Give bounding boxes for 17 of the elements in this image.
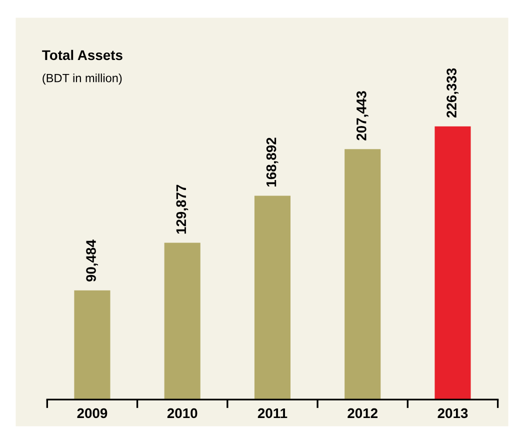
bar bbox=[344, 149, 381, 400]
bar bbox=[254, 196, 291, 400]
x-tick-label: 2009 bbox=[77, 408, 108, 418]
data-label: 168,892 bbox=[266, 138, 278, 187]
x-tick-label: 2010 bbox=[167, 408, 198, 418]
data-label: 226,333 bbox=[446, 68, 458, 118]
chart-subtitle: (BDT in million) bbox=[42, 74, 122, 85]
bar bbox=[434, 126, 471, 400]
data-label: 90,484 bbox=[86, 240, 98, 282]
bar bbox=[164, 242, 200, 400]
x-tick-label: 2012 bbox=[348, 408, 378, 418]
x-tick-label: 2013 bbox=[438, 408, 468, 418]
data-label: 207,443 bbox=[356, 91, 368, 140]
x-tick-label: 2011 bbox=[258, 408, 288, 418]
data-label: 129,877 bbox=[176, 184, 188, 234]
bar bbox=[74, 290, 110, 400]
chart-title: Total Assets bbox=[42, 50, 122, 60]
